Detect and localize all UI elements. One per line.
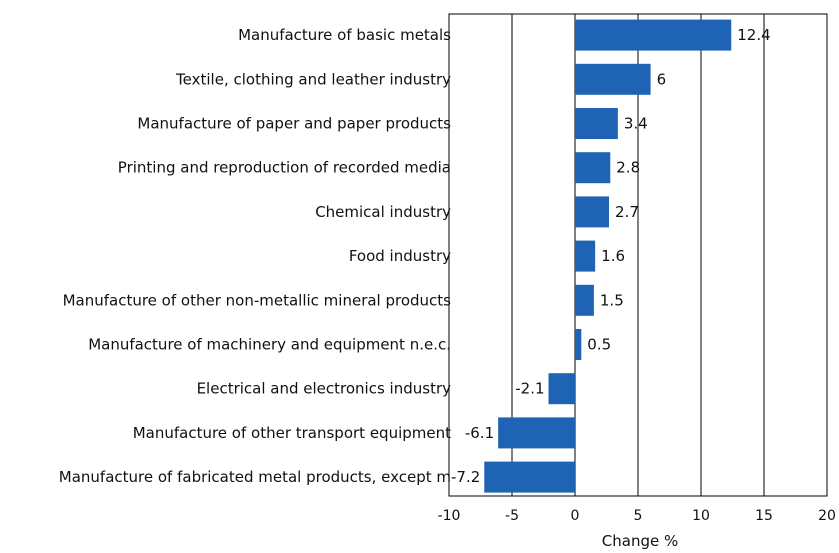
- value-label: 2.7: [615, 203, 639, 221]
- category-label: Electrical and electronics industry: [197, 380, 452, 398]
- category-labels: Manufacture of basic metals Textile, clot…: [59, 26, 451, 486]
- value-label: 0.5: [587, 336, 611, 354]
- x-tick-label: -5: [505, 508, 519, 524]
- x-tick-label: 20: [818, 508, 836, 524]
- x-tick-labels: -10 -5 0 5 10 15 20: [438, 508, 836, 524]
- category-label: Manufacture of paper and paper products: [137, 115, 451, 133]
- bar: [575, 329, 582, 360]
- value-label: 6: [657, 70, 667, 88]
- plot-frame: [448, 13, 828, 497]
- bars: [484, 19, 732, 493]
- category-label: Manufacture of other transport equipment: [133, 424, 451, 442]
- bar: [575, 152, 611, 184]
- category-label: Textile, clothing and leather industry: [175, 70, 451, 88]
- category-label: Manufacture of fabricated metal products…: [59, 468, 451, 486]
- x-tick-label: 0: [571, 508, 580, 524]
- bar: [498, 417, 575, 449]
- x-axis-title: Change %: [602, 532, 678, 549]
- bar: [575, 108, 618, 139]
- value-label: 1.5: [600, 291, 624, 309]
- category-label: Manufacture of other non-metallic minera…: [63, 291, 452, 309]
- category-label: Food industry: [349, 247, 451, 265]
- category-label: Chemical industry: [315, 203, 451, 221]
- value-labels: 12.4 6 3.4 2.8 2.7 1.6 1.5 0.5 -2.1 -6.1 -7.2: [451, 26, 771, 486]
- bar: [575, 196, 610, 228]
- x-tick-label: 15: [755, 508, 773, 524]
- value-label: 1.6: [601, 247, 625, 265]
- bar: [575, 63, 651, 95]
- value-label: -6.1: [465, 424, 494, 442]
- x-tick-label: 5: [634, 508, 643, 524]
- value-label: -2.1: [515, 380, 544, 398]
- plot-border: [448, 13, 828, 497]
- bar: [548, 373, 575, 405]
- value-label: 12.4: [737, 26, 770, 44]
- value-label: -7.2: [451, 468, 480, 486]
- x-tick-label: 10: [692, 508, 710, 524]
- category-label: Printing and reproduction of recorded me…: [118, 159, 451, 177]
- x-tick-label: -10: [438, 508, 461, 524]
- value-label: 3.4: [624, 115, 648, 133]
- bar: [575, 240, 596, 272]
- category-label: Manufacture of machinery and equipment n…: [88, 336, 451, 354]
- bar: [575, 19, 732, 51]
- value-label: 2.8: [616, 159, 640, 177]
- bar: [575, 284, 594, 316]
- bar: [484, 461, 575, 493]
- category-label: Manufacture of basic metals: [238, 26, 451, 44]
